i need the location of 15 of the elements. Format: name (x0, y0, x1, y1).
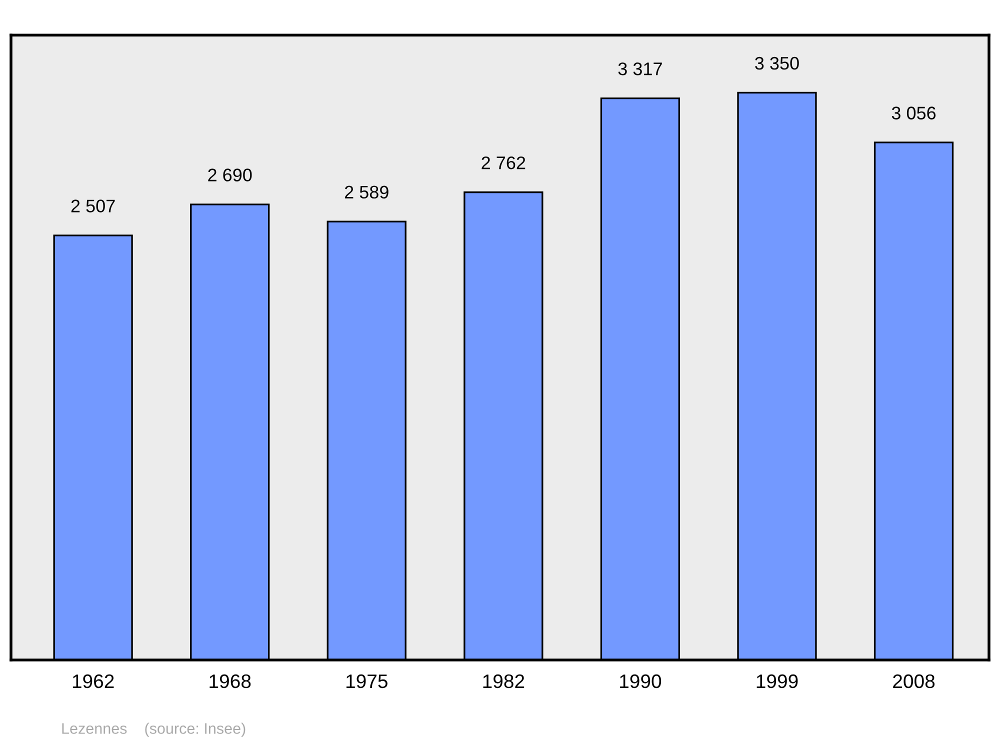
data-label: 3 350 (755, 56, 799, 70)
data-label: 2 690 (208, 168, 252, 182)
x-tick-label: 1975 (346, 674, 388, 688)
data-label: 2 762 (482, 156, 526, 170)
data-label: 3 056 (892, 106, 936, 120)
data-label: 3 317 (618, 62, 662, 76)
x-tick-label: 1982 (483, 674, 524, 688)
x-tick-label: 1968 (210, 674, 251, 688)
text: Lezennes (source: Insee) (62, 722, 246, 737)
x-tick-label: 1962 (72, 674, 114, 688)
x-tick-label: 2008 (893, 674, 935, 688)
data-label: 2 589 (344, 186, 388, 199)
data-label: 2 507 (71, 200, 115, 212)
x-tick-label: 1999 (756, 674, 798, 688)
x-tick-label: 1990 (620, 674, 662, 688)
